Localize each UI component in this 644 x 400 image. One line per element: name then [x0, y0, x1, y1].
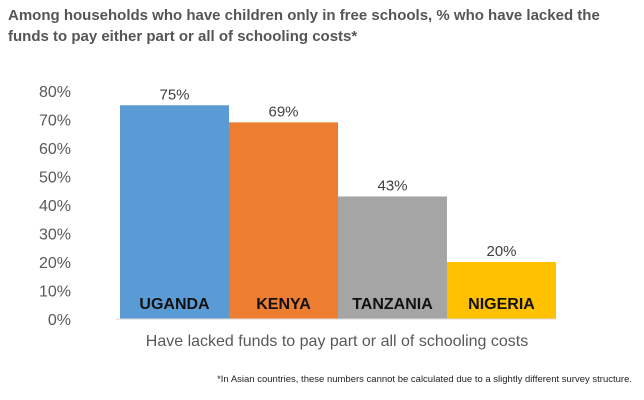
data-label: 69% — [268, 103, 298, 120]
bar-tanzania — [338, 196, 447, 319]
bar-nigeria — [447, 262, 556, 319]
y-tick-label: 60% — [39, 141, 71, 158]
category-label: NIGERIA — [468, 296, 535, 313]
category-label: UGANDA — [139, 296, 210, 313]
data-label: 75% — [159, 86, 189, 103]
footnote: *In Asian countries, these numbers canno… — [217, 374, 632, 385]
bar-kenya — [229, 122, 338, 319]
y-tick-label: 20% — [39, 255, 71, 272]
chart-title: Among households who have children only … — [8, 7, 600, 45]
bar-uganda — [120, 105, 229, 319]
y-tick-label: 10% — [39, 284, 71, 301]
y-tick-label: 0% — [48, 312, 71, 329]
category-label: TANZANIA — [352, 296, 433, 313]
y-tick-label: 40% — [39, 198, 71, 215]
category-label: KENYA — [256, 296, 311, 313]
y-tick-label: 30% — [39, 227, 71, 244]
y-tick-label: 70% — [39, 113, 71, 130]
y-tick-label: 50% — [39, 170, 71, 187]
data-label: 20% — [486, 243, 516, 260]
y-tick-label: 80% — [39, 84, 71, 101]
data-label: 43% — [377, 177, 407, 194]
x-axis-label: Have lacked funds to pay part or all of … — [146, 333, 528, 350]
